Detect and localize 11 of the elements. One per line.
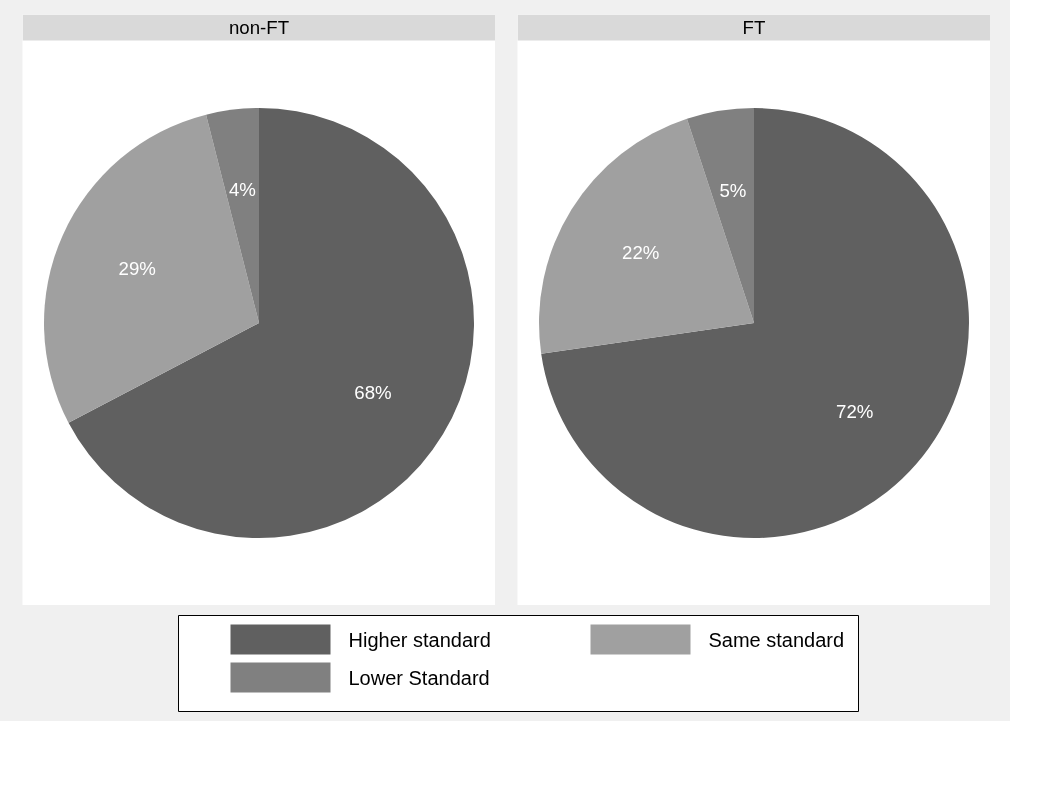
data-label: 29% — [118, 257, 156, 279]
data-label: 22% — [622, 241, 660, 263]
legend-label: Lower Standard — [348, 666, 490, 689]
chart-title: FT — [742, 17, 766, 39]
data-label: 72% — [836, 400, 874, 422]
legend-label: Same standard — [708, 628, 845, 651]
legend-label: Higher standard — [348, 628, 491, 651]
data-label: 68% — [354, 382, 392, 404]
data-label: 5% — [719, 179, 747, 201]
chart-title: non-FT — [228, 17, 290, 39]
data-label: 4% — [228, 178, 256, 200]
